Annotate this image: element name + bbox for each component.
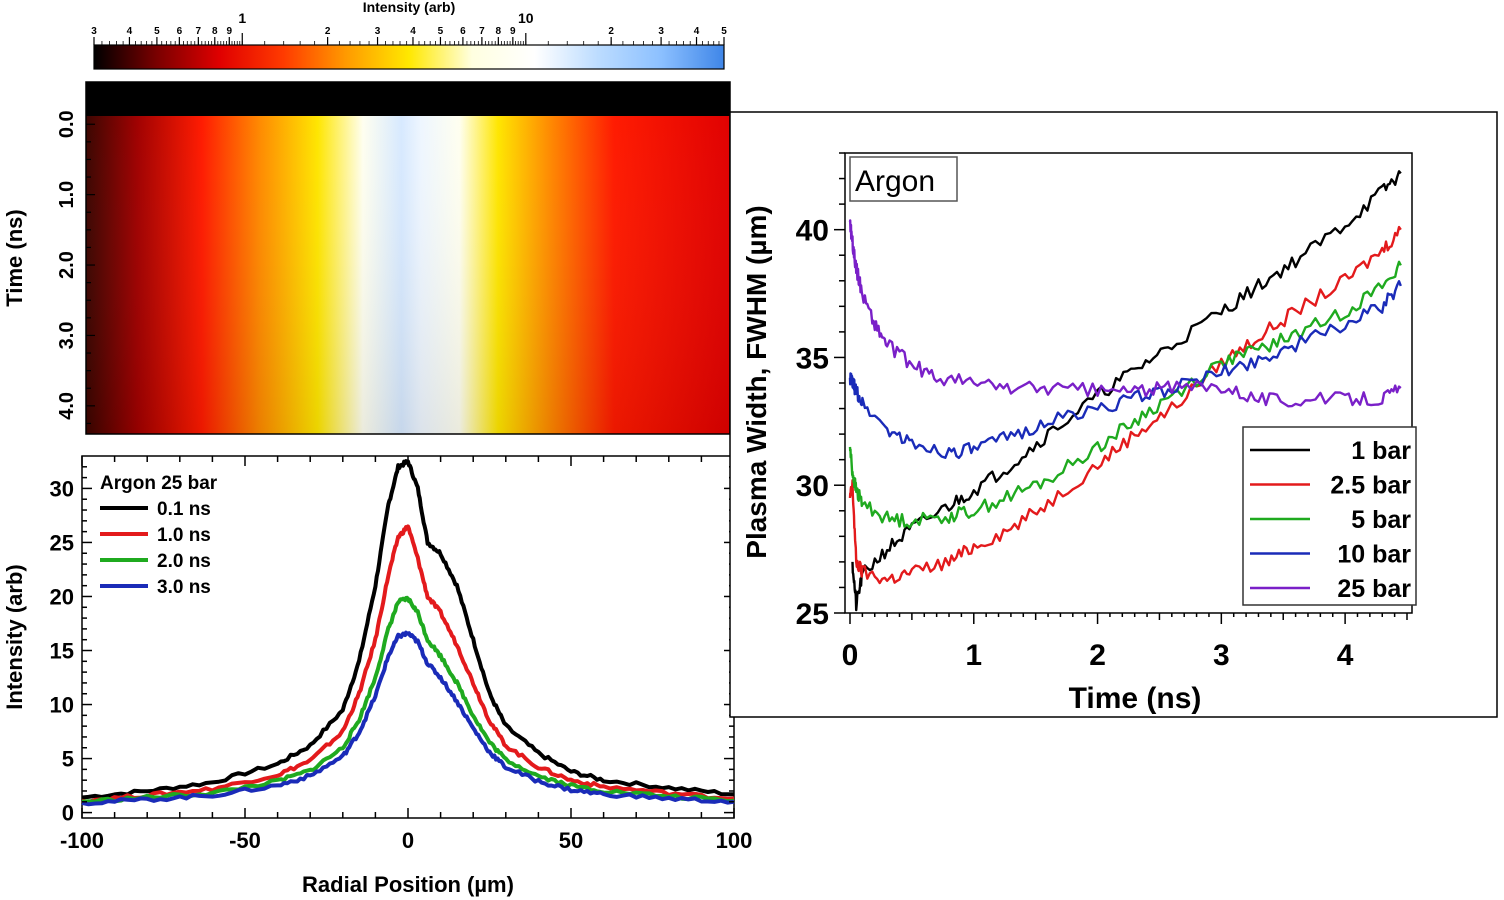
- colorbar-tick-label: 8: [212, 26, 218, 37]
- radial-x-tick-label: -50: [229, 828, 261, 853]
- plasma-x-tick-label: 2: [1089, 639, 1106, 672]
- plasma-legend-label: 10 bar: [1337, 541, 1411, 569]
- colorbar-tick-label: 4: [410, 26, 416, 37]
- colorbar-tick-label: 3: [91, 26, 97, 37]
- colorbar-tick-label: 5: [438, 26, 444, 37]
- radial-y-tick-label: 15: [50, 639, 74, 664]
- plasma-legend-label: 2.5 bar: [1330, 472, 1411, 500]
- plasma-width-line: [848, 225, 1402, 585]
- streak-y-tick-label: 2.0: [56, 251, 78, 279]
- colorbar-tick-label: 7: [196, 26, 202, 37]
- colorbar-tick-label: 9: [227, 26, 233, 37]
- plasma-y-tick-label: 35: [796, 342, 829, 375]
- radial-profiles-x-axis-label: Radial Position (µm): [302, 872, 514, 897]
- plasma-width-axes: 0 1 2 3 4 25 30 35 40: [796, 152, 1408, 672]
- radial-legend-label: 3.0 ns: [157, 577, 211, 598]
- plasma-width-annotation-box: [849, 156, 958, 202]
- radial-y-tick-label: 10: [50, 693, 74, 718]
- streak-y-tick-label: 4.0: [56, 392, 78, 420]
- colorbar-tick-label: 5: [154, 26, 160, 37]
- plasma-width-y-axis-label: Plasma Width, FWHM (µm): [741, 205, 772, 558]
- radial-profiles-y-axis-label: Intensity (arb): [2, 564, 27, 709]
- plasma-width-line: [848, 280, 1402, 460]
- streak-y-tick-label: 1.0: [56, 181, 78, 209]
- colorbar-tick-label: 4: [127, 26, 133, 37]
- radial-y-tick-label: 5: [62, 747, 74, 772]
- colorbar-bar: [93, 44, 725, 70]
- colorbar-tick-label: 3: [375, 26, 381, 37]
- radial-x-tick-label: -100: [60, 828, 104, 853]
- colorbar-tick-label: 2: [325, 26, 331, 37]
- radial-profiles-series: [81, 459, 735, 807]
- plasma-y-tick-label: 40: [796, 215, 829, 248]
- radial-profiles-panel: -100 -50 0 50 100 0 5 10 15 20 25 30 Argon 25 bar 0…: [2, 455, 753, 897]
- radial-profile-line: [81, 524, 735, 804]
- plasma-x-tick-label: 1: [965, 639, 982, 672]
- plasma-width-legend: 1 bar 2.5 bar 5 bar 10 bar 25 bar: [1242, 426, 1417, 606]
- plasma-y-tick-label: 25: [796, 598, 829, 631]
- streak-y-axis: 0.0 1.0 2.0 3.0 4.0: [56, 88, 95, 425]
- plasma-width-legend-box: [1242, 426, 1417, 606]
- plasma-legend-label: 1 bar: [1351, 437, 1411, 465]
- colorbar-tick-label: 7: [479, 26, 485, 37]
- radial-x-tick-label: 100: [716, 828, 753, 853]
- radial-profile-line: [81, 595, 735, 804]
- plasma-x-tick-label: 0: [842, 639, 859, 672]
- colorbar-tick-label: 8: [496, 26, 502, 37]
- streak-image-panel: 0.0 1.0 2.0 3.0 4.0 Time (ns): [2, 81, 731, 435]
- colorbar-tick-label: 4: [694, 26, 700, 37]
- radial-legend-label: 2.0 ns: [157, 551, 211, 572]
- plasma-y-tick-label: 30: [796, 470, 829, 503]
- radial-profile-line: [81, 459, 734, 800]
- colorbar-tick-label: 3: [658, 26, 664, 37]
- colorbar-tick-label: 2: [608, 26, 614, 37]
- radial-profiles-legend: Argon 25 bar 0.1 ns 1.0 ns 2.0 ns 3.0 ns: [100, 473, 218, 598]
- radial-legend-label: 1.0 ns: [157, 525, 211, 546]
- streak-image-shade: [86, 82, 730, 434]
- streak-y-tick-label: 0.0: [56, 110, 78, 138]
- radial-y-tick-label: 30: [50, 476, 74, 501]
- radial-x-tick-label: 50: [559, 828, 583, 853]
- streak-image-pre-arrival: [86, 82, 730, 116]
- colorbar-tick-label: 10: [518, 10, 534, 26]
- radial-y-tick-label: 20: [50, 584, 74, 609]
- plasma-width-line: [848, 260, 1402, 529]
- radial-x-tick-label: 0: [402, 828, 414, 853]
- colorbar-tick-label: 5: [721, 26, 727, 37]
- plasma-width-series: [848, 170, 1402, 612]
- colorbar-tick-label: 1: [238, 10, 246, 26]
- plasma-width-panel: 0 1 2 3 4 25 30 35 40 Argon 1 bar 2.5 bar 5 bar 10 …: [729, 111, 1498, 718]
- radial-y-tick-label: 0: [62, 801, 74, 826]
- radial-y-tick-label: 25: [50, 530, 74, 555]
- colorbar-tick-label: 6: [177, 26, 183, 37]
- streak-y-tick-label: 3.0: [56, 322, 78, 350]
- colorbar-tick-label: 6: [460, 26, 466, 37]
- plasma-legend-label: 5 bar: [1351, 506, 1411, 534]
- plasma-width-annotation: Argon: [855, 165, 935, 198]
- radial-legend-label: 0.1 ns: [157, 499, 211, 520]
- streak-y-axis-label: Time (ns): [2, 209, 27, 306]
- colorbar-label: Intensity (arb): [363, 0, 456, 15]
- plasma-legend-label: 25 bar: [1337, 575, 1411, 603]
- plasma-width-x-axis-label: Time (ns): [1069, 682, 1202, 715]
- colorbar-tick-label: 9: [510, 26, 516, 37]
- plasma-x-tick-label: 4: [1337, 639, 1354, 672]
- radial-profile-line: [81, 630, 735, 807]
- plasma-width-line: [851, 170, 1402, 612]
- plasma-width-line: [848, 219, 1402, 408]
- plasma-x-tick-label: 3: [1213, 639, 1230, 672]
- radial-profiles-legend-title: Argon 25 bar: [100, 473, 218, 494]
